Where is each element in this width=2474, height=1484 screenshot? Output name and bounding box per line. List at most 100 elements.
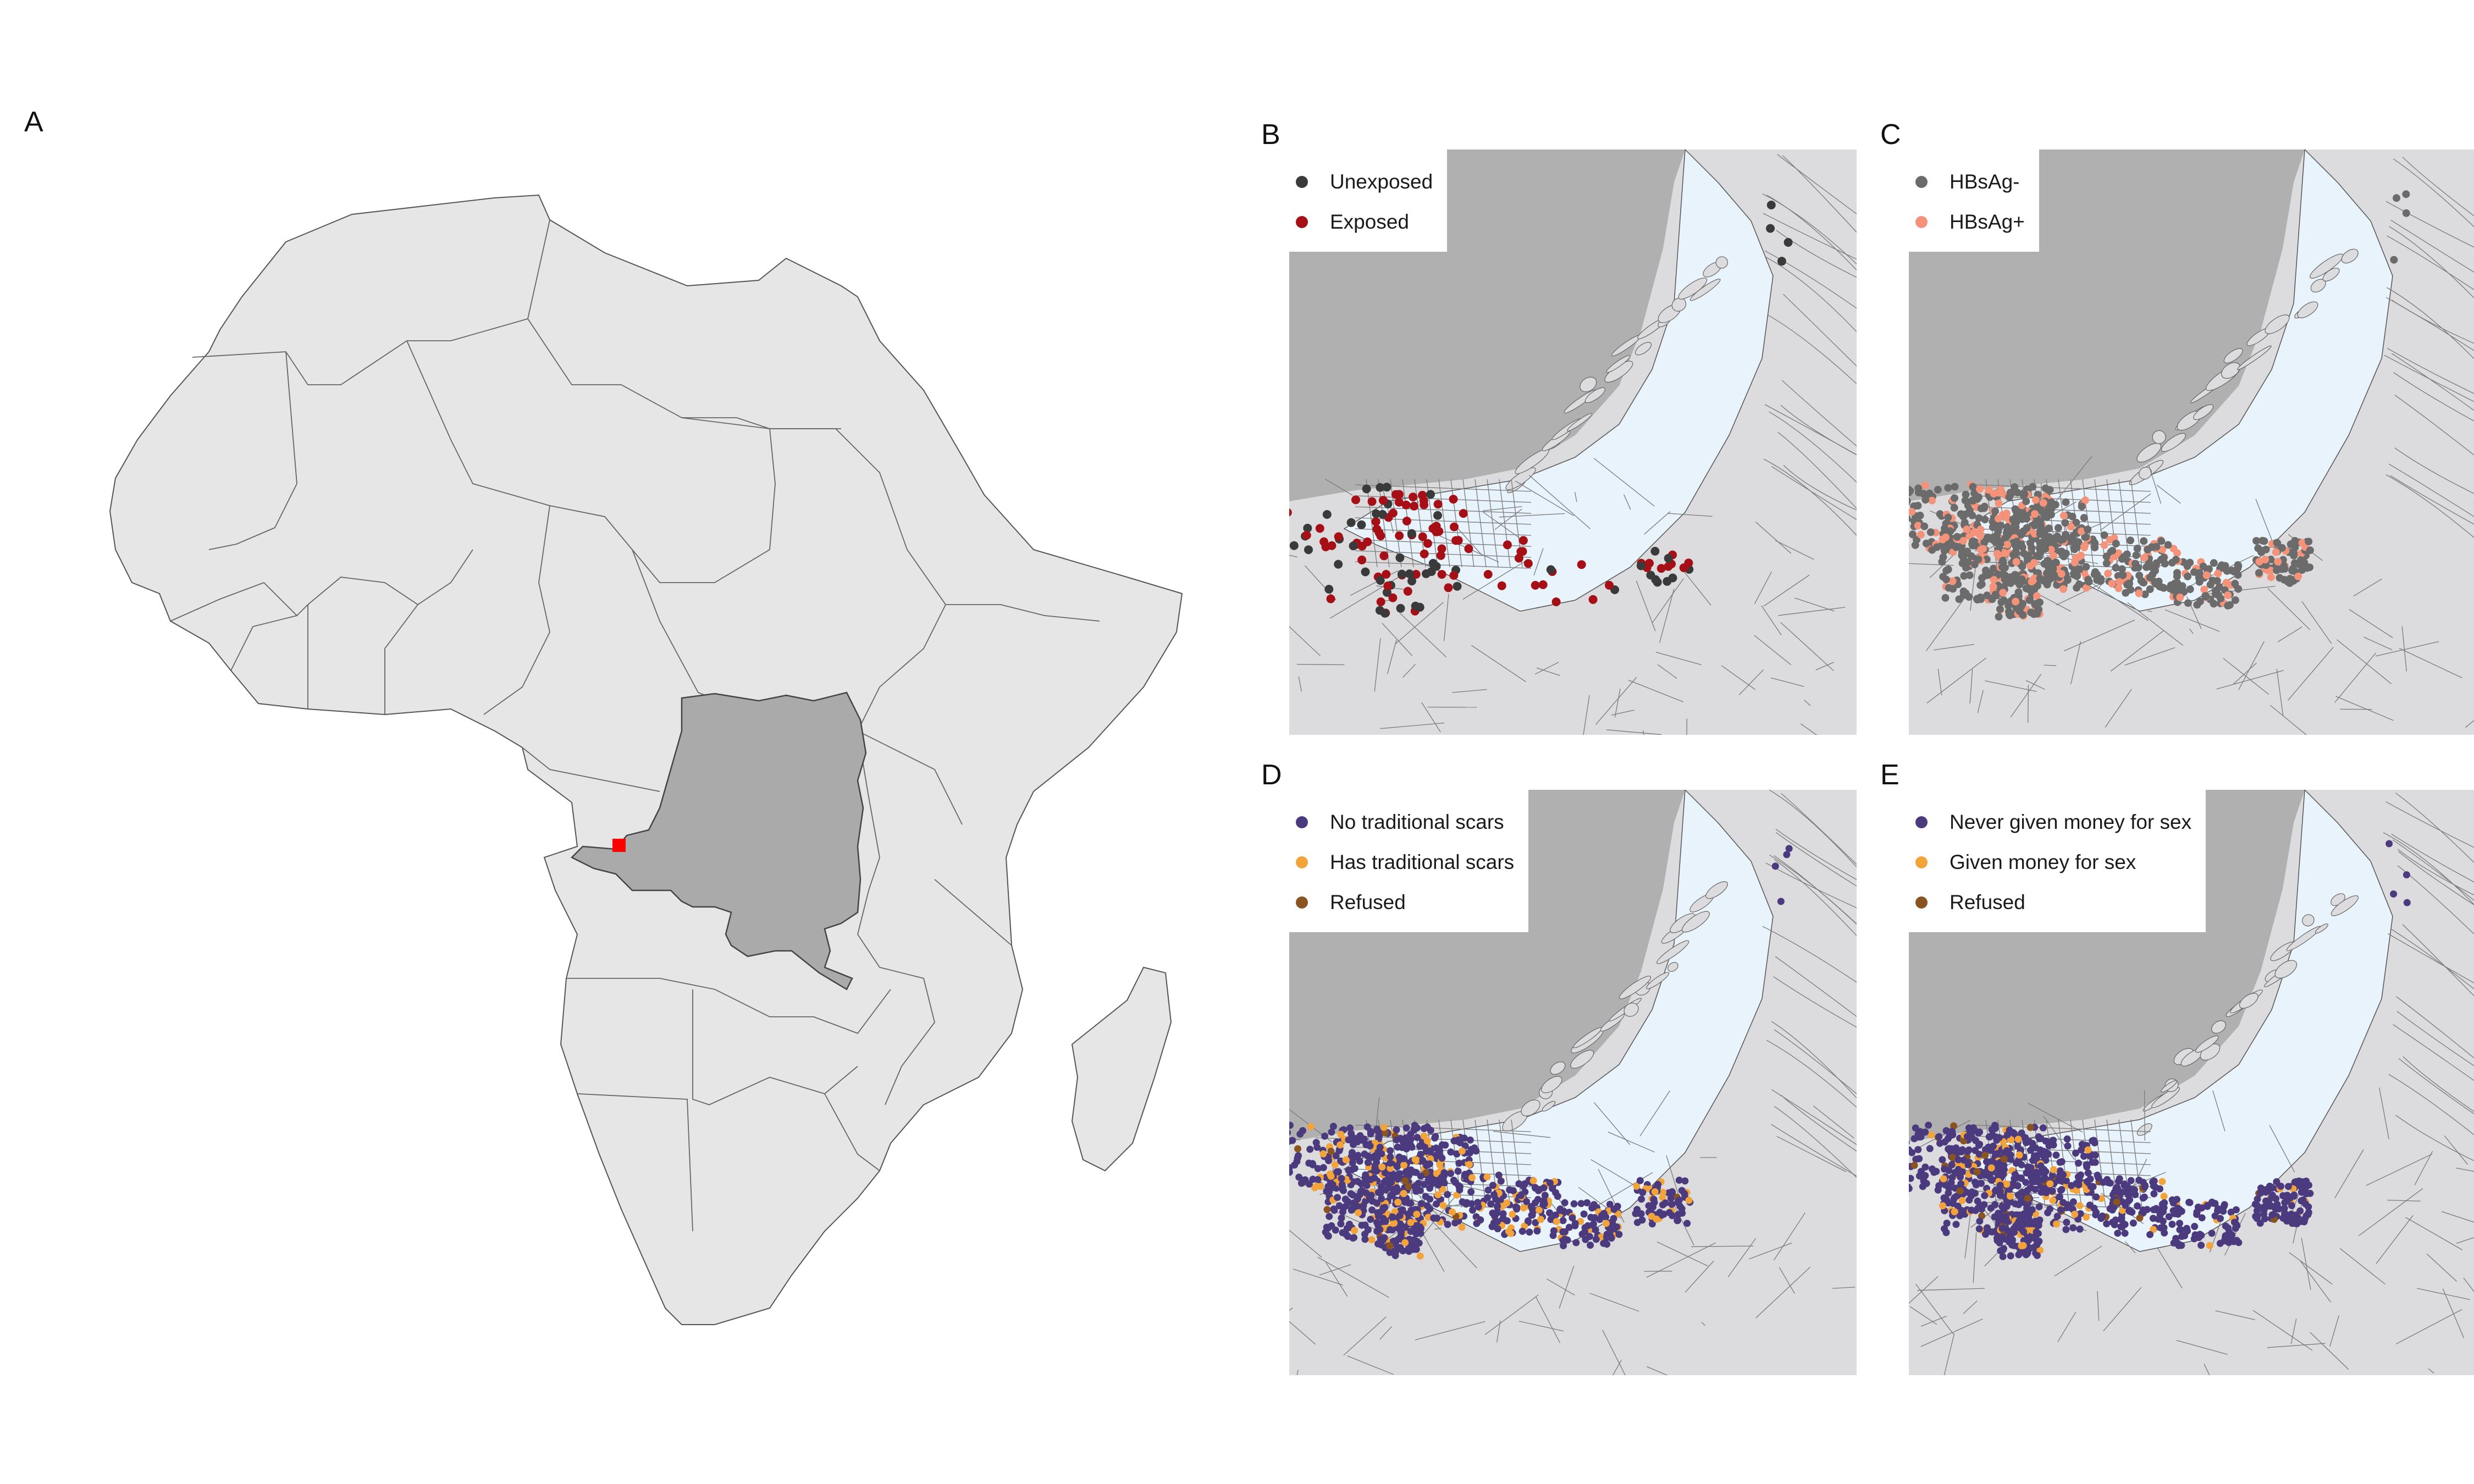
road bbox=[2157, 1248, 2183, 1289]
legend-label: Has traditional scars bbox=[1330, 850, 1515, 873]
participant-point bbox=[1949, 585, 1957, 593]
participant-point bbox=[1674, 1217, 1681, 1225]
river-island bbox=[2239, 993, 2258, 1009]
participant-point bbox=[1420, 1132, 1428, 1140]
participant-point bbox=[1390, 1219, 1398, 1227]
participant-point bbox=[1420, 549, 1429, 558]
participant-point bbox=[1349, 1134, 1356, 1142]
participant-point bbox=[1391, 490, 1400, 499]
participant-point bbox=[1553, 1218, 1560, 1225]
participant-point bbox=[1518, 547, 1527, 556]
participant-point bbox=[1393, 1126, 1400, 1133]
river-island bbox=[2211, 1020, 2226, 1034]
panel-label-b: B bbox=[1261, 119, 1280, 151]
participant-point bbox=[2129, 1219, 2137, 1227]
participant-point bbox=[2001, 1155, 2008, 1163]
road bbox=[2395, 1115, 2474, 1161]
participant-point bbox=[1525, 1217, 1532, 1225]
participant-point bbox=[1926, 528, 1935, 536]
river-island bbox=[1646, 972, 1670, 989]
river-island bbox=[2236, 345, 2272, 370]
participant-point bbox=[1942, 533, 1950, 541]
participant-point bbox=[1449, 495, 1458, 504]
participant-point bbox=[1562, 1236, 1570, 1244]
participant-point bbox=[1909, 497, 1911, 505]
legend-c: HBsAg- HBsAg+ bbox=[1909, 149, 2039, 252]
participant-point bbox=[1332, 1152, 1340, 1160]
participant-point bbox=[1337, 1220, 1345, 1228]
participant-point bbox=[1914, 1146, 1922, 1154]
participant-point bbox=[2068, 512, 2077, 520]
participant-point bbox=[1419, 496, 1428, 505]
participant-point bbox=[1472, 1147, 1480, 1155]
participant-point bbox=[2063, 1219, 2070, 1226]
road bbox=[1774, 859, 1857, 936]
road bbox=[1755, 522, 1792, 554]
participant-point bbox=[2007, 1136, 2015, 1144]
participant-point bbox=[1383, 582, 1393, 590]
participant-point bbox=[1999, 1233, 2007, 1241]
participant-point bbox=[1407, 529, 1416, 538]
participant-point bbox=[2111, 1188, 2118, 1196]
participant-point bbox=[2039, 1176, 2047, 1183]
participant-point bbox=[1321, 1132, 1329, 1140]
participant-point bbox=[1388, 593, 1398, 602]
road bbox=[2390, 475, 2474, 525]
participant-point bbox=[2402, 190, 2410, 198]
participant-point bbox=[1584, 1222, 1592, 1230]
road bbox=[1775, 832, 1857, 887]
panel-label-d: D bbox=[1261, 759, 1282, 791]
participant-point bbox=[2002, 529, 2011, 537]
participant-point bbox=[2012, 1171, 2019, 1178]
participant-point bbox=[2142, 563, 2151, 571]
participant-point bbox=[2029, 577, 2037, 585]
participant-point bbox=[2033, 592, 2041, 600]
road bbox=[1764, 250, 1857, 309]
participant-point bbox=[1934, 486, 1942, 494]
participant-point bbox=[2024, 1194, 2031, 1202]
road bbox=[2456, 1237, 2474, 1244]
participant-point bbox=[2106, 1179, 2114, 1187]
participant-point bbox=[2128, 1186, 2135, 1193]
participant-point bbox=[1411, 1169, 1418, 1176]
participant-point bbox=[2100, 531, 2108, 539]
participant-point bbox=[1976, 581, 1985, 589]
participant-point bbox=[1376, 1226, 1384, 1233]
participant-point bbox=[1467, 1188, 1475, 1195]
participant-point bbox=[1387, 1226, 1394, 1233]
participant-point bbox=[1326, 594, 1335, 603]
street bbox=[1355, 506, 1532, 514]
participant-point bbox=[2290, 549, 2298, 557]
participant-point bbox=[2169, 545, 2178, 553]
road bbox=[1434, 1227, 1442, 1230]
participant-point bbox=[1331, 1161, 1339, 1169]
participant-point bbox=[2173, 579, 2182, 587]
road bbox=[2403, 1056, 2474, 1112]
road bbox=[1324, 478, 1353, 496]
participant-point bbox=[2234, 571, 2242, 579]
participant-point bbox=[2135, 589, 2143, 597]
participant-point bbox=[2009, 551, 2017, 559]
participant-point bbox=[1659, 1188, 1667, 1196]
participant-point bbox=[2087, 1183, 2095, 1190]
river-island bbox=[2331, 895, 2359, 916]
participant-point bbox=[2076, 1225, 2084, 1233]
participant-point bbox=[1368, 1236, 1376, 1244]
river-island bbox=[2297, 301, 2318, 318]
participant-point bbox=[2184, 572, 2192, 580]
river-island bbox=[1619, 976, 1652, 999]
participant-point bbox=[1998, 569, 2006, 578]
street bbox=[1355, 561, 1532, 569]
participant-point bbox=[2053, 1220, 2060, 1228]
participant-point bbox=[1977, 505, 1985, 513]
participant-point bbox=[1590, 1201, 1598, 1209]
participant-point bbox=[1306, 1145, 1314, 1153]
road bbox=[1774, 1212, 1805, 1261]
participant-point bbox=[1289, 1138, 1293, 1145]
participant-point bbox=[1520, 1204, 1527, 1212]
participant-point bbox=[1990, 1142, 1997, 1150]
road bbox=[2394, 395, 2474, 456]
participant-point bbox=[1912, 1155, 1920, 1163]
road bbox=[1656, 1241, 1708, 1267]
participant-point bbox=[1942, 575, 1950, 584]
